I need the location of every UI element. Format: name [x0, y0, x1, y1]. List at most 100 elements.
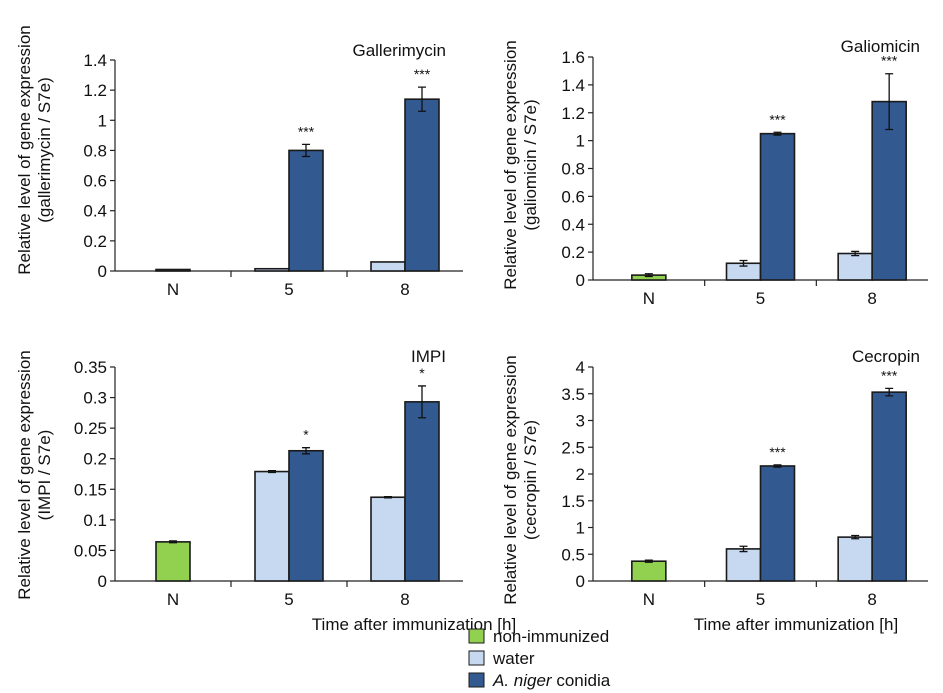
bar-non-immunized [155, 541, 191, 582]
error-bar [302, 143, 310, 158]
y-tick-label: 1.2 [561, 104, 585, 123]
bar-water [370, 496, 406, 582]
significance-marker: *** [769, 111, 786, 127]
legend: non-immunized water A. niger conidia [468, 627, 611, 690]
y-tick-label: 0.8 [83, 141, 107, 160]
y-axis-label-line1: Relative level of gene expression [15, 350, 34, 599]
x-tick-label: 8 [400, 590, 409, 609]
significance-marker: *** [298, 123, 315, 139]
y-axis-label-line2: (galiomicin / S7e) [521, 99, 540, 230]
bar-water [254, 267, 290, 272]
x-tick-label: N [167, 280, 179, 299]
y-tick-label: 0.2 [83, 232, 107, 251]
bar-conidia [759, 132, 796, 281]
bar-conidia [288, 149, 324, 272]
chart-panels: 0 0.2 0.4 0.6 0.8 1 1.2 1.4 N 5 *** 8 *** Gallerimyci… [15, 25, 928, 609]
bar-conidia [759, 465, 796, 582]
y-tick-label: 4 [576, 358, 585, 377]
significance-marker: *** [769, 444, 786, 460]
y-axis-label-line2: (IMPI / S7e) [35, 430, 54, 521]
error-bar [739, 259, 748, 267]
chart-panel: 00.050.10.150.20.250.30.35N 5*8*IMPIRelat… [15, 347, 463, 609]
y-tick-label: 0.8 [561, 160, 585, 179]
legend-swatch-conidia [468, 672, 485, 688]
y-tick-label: 2.5 [561, 438, 585, 457]
significance-marker: *** [881, 53, 898, 69]
error-bar [885, 387, 894, 397]
bar-water [837, 252, 873, 281]
y-axis-label-line1: Relative level of gene expression [501, 40, 520, 289]
y-tick-label: 0.1 [83, 511, 107, 530]
error-bar [268, 469, 276, 474]
y-tick-label: 1.2 [83, 81, 107, 100]
legend-label-water: water [492, 649, 535, 668]
x-tick-label: 8 [400, 280, 409, 299]
chart-title: IMPI [411, 347, 446, 366]
y-tick-label: 1 [98, 111, 107, 130]
y-axis-label: Relative level of gene expression(IMPI /… [15, 350, 54, 599]
error-bar [773, 464, 782, 468]
error-bar [418, 385, 426, 419]
y-tick-label: 0.15 [74, 480, 107, 499]
x-tick-label: N [643, 590, 655, 609]
y-tick-label: 0 [576, 271, 585, 290]
chart-panel: 0 0.2 0.4 0.6 0.8 1 1.2 1.4 N 5 *** 8 *** Gallerimyci… [15, 25, 463, 299]
significance-marker: * [303, 427, 309, 443]
legend-label-non-immunized: non-immunized [493, 627, 609, 646]
bar-conidia [404, 98, 440, 272]
bar-conidia [871, 100, 907, 281]
error-bar [851, 250, 860, 257]
y-axis-label: Relative level of gene expression(cecrop… [501, 355, 540, 604]
bar-water [254, 470, 290, 582]
error-bar [644, 559, 653, 563]
y-tick-label: 0.6 [561, 187, 585, 206]
y-tick-label: 1 [576, 132, 585, 151]
bar-water [370, 261, 406, 272]
y-tick-label: 0 [98, 572, 107, 591]
bar-conidia [871, 391, 907, 582]
x-tick-label: N [643, 289, 655, 308]
y-axis-label-line2: (cecropin / S7e) [521, 420, 540, 540]
chart-panel: 00.511.522.533.54N 5***8***CecropinRelati… [501, 347, 928, 609]
y-tick-label: 0.4 [561, 215, 585, 234]
x-tick-label: 8 [867, 289, 876, 308]
legend-label-conidia-suffix: conidia [552, 671, 611, 690]
y-tick-label: 3 [576, 412, 585, 431]
error-bar [418, 86, 426, 112]
y-tick-label: 0 [576, 572, 585, 591]
y-axis-label: Relative level of gene expression(galler… [15, 25, 54, 274]
y-tick-label: 0.2 [83, 450, 107, 469]
x-tick-label: 5 [284, 590, 293, 609]
bar-water [837, 536, 873, 582]
chart-title: Cecropin [852, 347, 920, 366]
x-axis-title-left: Time after immunization [h] [312, 615, 516, 634]
error-bar [773, 131, 782, 136]
y-tick-label: 0.3 [83, 389, 107, 408]
error-bar [644, 273, 653, 278]
x-tick-label: 5 [284, 280, 293, 299]
error-bar [885, 73, 894, 131]
legend-swatch-non-immunized [468, 628, 485, 644]
y-tick-label: 1.5 [561, 492, 585, 511]
y-tick-label: 0.35 [74, 358, 107, 377]
y-tick-label: 0.2 [561, 243, 585, 262]
x-axis-title-right: Time after immunization [h] [694, 615, 898, 634]
significance-marker: *** [414, 66, 431, 82]
y-axis-label-line1: Relative level of gene expression [15, 25, 34, 274]
y-tick-label: 1.4 [83, 51, 107, 70]
error-bar [851, 534, 860, 540]
y-tick-label: 2 [576, 465, 585, 484]
y-tick-label: 0.4 [83, 202, 107, 221]
y-axis-label-line1: Relative level of gene expression [501, 355, 520, 604]
y-tick-label: 0.25 [74, 419, 107, 438]
error-bar [739, 545, 748, 553]
legend-label-conidia-species: A. niger [492, 671, 553, 690]
x-tick-label: 5 [756, 289, 765, 308]
legend-label-conidia: A. niger conidia [492, 671, 611, 690]
significance-marker: * [419, 365, 425, 381]
bar-non-immunized [155, 268, 191, 272]
y-axis-label: Relative level of gene expression(galiom… [501, 40, 540, 289]
y-tick-label: 1 [576, 519, 585, 538]
x-tick-label: N [167, 590, 179, 609]
